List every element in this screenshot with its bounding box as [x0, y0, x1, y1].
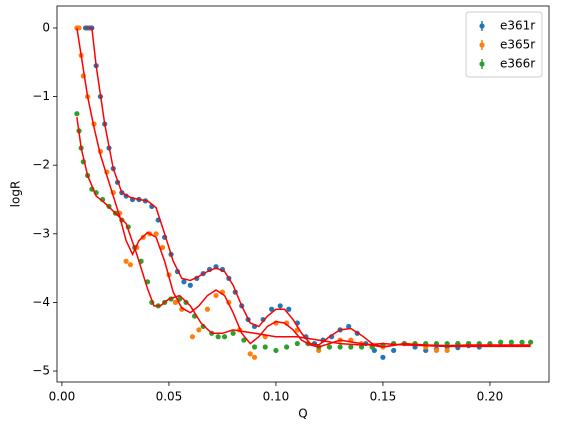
data-point: [391, 347, 397, 354]
y-axis-label: logR: [9, 181, 23, 208]
y-tick-label: −3: [32, 226, 50, 240]
x-axis-label: Q: [298, 407, 307, 421]
plot-frame: [56, 5, 550, 383]
x-tick-label: 0.20: [477, 390, 504, 404]
data-point: [189, 334, 196, 340]
data-point: [444, 347, 450, 354]
x-tick-label: 0.15: [370, 390, 397, 404]
x-tick-label: 0.05: [156, 390, 183, 404]
data-point: [508, 339, 514, 345]
data-point: [294, 340, 300, 347]
data-point: [123, 258, 129, 264]
data-point: [273, 347, 279, 354]
x-tick-label: 0.10: [263, 390, 290, 404]
data-point: [358, 344, 365, 350]
data-point: [337, 344, 343, 350]
data-point: [251, 354, 258, 360]
data-point: [221, 334, 228, 340]
legend-marker: [479, 61, 485, 67]
data-point: [200, 323, 206, 330]
legend-label: e366r: [500, 57, 535, 71]
data-point: [277, 303, 283, 309]
fit-line: [76, 117, 531, 348]
data-point: [251, 344, 258, 350]
y-tick-label: 0: [42, 20, 50, 34]
data-point: [172, 299, 178, 306]
data-point: [284, 344, 290, 350]
data-point: [326, 344, 333, 350]
data-point: [215, 334, 221, 340]
plot-area: [74, 25, 534, 360]
y-tick-label: −2: [32, 158, 50, 172]
data-point: [433, 347, 440, 354]
x-tick-label: 0.00: [49, 390, 76, 404]
data-point: [230, 330, 236, 336]
data-point: [187, 282, 193, 288]
data-point: [346, 323, 352, 330]
data-point: [127, 262, 134, 268]
y-tick-label: −4: [32, 295, 50, 309]
legend-marker: [479, 23, 485, 29]
legend-label: e365r: [500, 38, 535, 52]
data-point: [498, 339, 504, 345]
data-point: [204, 306, 211, 312]
data-point: [213, 292, 219, 299]
data-point: [269, 306, 275, 312]
data-point: [196, 327, 202, 333]
data-point: [241, 337, 247, 343]
data-point: [262, 344, 268, 350]
data-point: [153, 231, 159, 237]
data-point: [74, 111, 80, 117]
y-tick-label: −5: [32, 364, 50, 378]
fit-line: [76, 27, 531, 348]
data-point: [380, 354, 386, 360]
data-point: [286, 306, 292, 312]
legend-label: e361r: [500, 19, 535, 33]
legend-marker: [479, 42, 485, 48]
data-point: [519, 339, 525, 345]
data-point: [527, 339, 534, 345]
data-point: [181, 279, 187, 285]
data-point: [159, 244, 166, 251]
data-point: [247, 351, 253, 357]
legend-box: [465, 11, 543, 78]
data-point: [348, 344, 354, 350]
y-tick-label: −1: [32, 89, 50, 103]
